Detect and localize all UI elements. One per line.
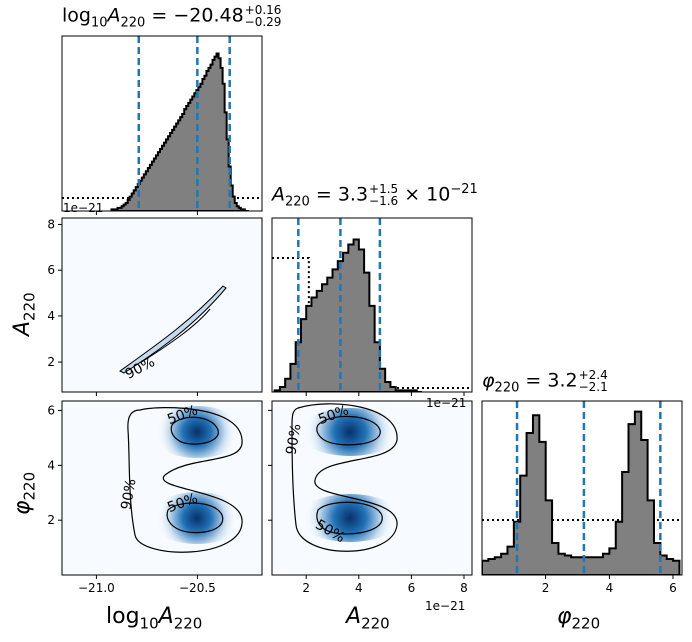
title-phi220: φ220 = 3.2 +2.4 −2.1 — [482, 369, 608, 394]
x-a220-tick-label: 2 — [302, 581, 310, 595]
x-axis-label-sub: 220 — [361, 614, 390, 633]
x-axis-label-sub: 220 — [173, 614, 203, 633]
axes-frame-c10 — [61, 217, 263, 393]
x-axis-label-log-base: 10 — [139, 614, 159, 633]
x-axis-label-symbol: A — [158, 604, 174, 629]
y-axis-label-a220: A220 — [10, 292, 38, 336]
contour-50-lower — [166, 502, 224, 534]
histogram-panel-log10A220 — [62, 36, 262, 211]
axes-frame-d0 — [61, 35, 263, 212]
title-value: 3.3 — [337, 183, 369, 206]
x-axis-label-sub: 220 — [571, 614, 601, 633]
histogram-panel-A220 — [272, 218, 472, 392]
histogram-bars — [482, 410, 681, 575]
offset-text-diag: 1e−21 — [426, 396, 467, 410]
contour-50-upper — [170, 416, 219, 445]
axes-frame-d2 — [481, 400, 683, 576]
contour-50-upper — [316, 415, 381, 446]
x-axis-label-log: log — [106, 604, 140, 629]
histogram-bars — [110, 52, 249, 211]
y-phi220-tick-label: 4 — [47, 458, 55, 472]
x-axis-label-phi220: φ220 — [557, 604, 600, 632]
title-log-base: 10 — [90, 15, 108, 31]
y-phi220-tick-label: 6 — [47, 403, 55, 417]
title-symbol: φ — [482, 369, 495, 392]
y-phi220-tick-label: 2 — [47, 513, 55, 527]
title-a220: A220 = 3.3 +1.5 −1.6 × 10−21 — [272, 183, 478, 208]
title-minus-error: −2.1 — [578, 380, 608, 394]
title-eq: = — [145, 4, 174, 27]
x-phi220-tick-label: 2 — [542, 581, 550, 595]
axes-frame-c21 — [271, 400, 473, 576]
title-symbol-sub: 220 — [120, 15, 146, 31]
title-symbol-sub: 220 — [285, 194, 310, 210]
x-axis-label-a220: A220 — [346, 604, 390, 632]
histogram-panel-phi220 — [482, 401, 682, 575]
x-axis-label-symbol: A — [346, 604, 362, 629]
title-minus-error: −0.29 — [244, 15, 282, 29]
y-a220-tick-label: 8 — [47, 217, 55, 231]
title-plus-error: +1.5 — [369, 182, 399, 196]
title-log10-a220: log10A220 = −20.48 +0.16 −0.29 — [62, 4, 281, 29]
kde-panel-log-a-vs-a: 90% — [62, 218, 262, 392]
title-value: −20.48 — [173, 4, 244, 27]
y-axis-label-sub: 220 — [20, 292, 39, 321]
title-plus-error: +0.16 — [244, 3, 282, 17]
x-phi220-tick-label: 4 — [606, 581, 614, 595]
y-axis-label-symbol: A — [10, 320, 35, 336]
title-eq: = — [309, 183, 338, 206]
x-phi220-tick-label: 6 — [669, 581, 677, 595]
title-plus-error: +2.4 — [578, 368, 608, 382]
axes-frame-d1 — [271, 217, 473, 393]
y-a220-tick-label: 6 — [47, 263, 55, 277]
contour-90 — [119, 285, 227, 374]
kde-background — [62, 218, 262, 392]
title-suffix: × 10 — [398, 183, 451, 206]
x-log10a220-tick-label: −21.0 — [78, 581, 115, 595]
y-axis-label-phi220: φ220 — [10, 472, 38, 515]
title-symbol: A — [107, 4, 121, 27]
x-axis-label-symbol: φ — [557, 604, 572, 629]
offset-text-bottom: 1e−21 — [425, 599, 466, 613]
y-axis-label-sub: 220 — [20, 471, 39, 501]
contour-label: 90% — [283, 423, 304, 456]
histogram-bars — [273, 238, 422, 392]
title-log-label: log — [62, 4, 91, 27]
kde-mode-lower — [149, 492, 245, 544]
kde-panel-a-vs-phi: 50%50%90% — [272, 401, 472, 575]
y-a220-tick-label: 2 — [47, 355, 55, 369]
title-eq: = — [519, 369, 548, 392]
kde-mode-lower — [298, 494, 402, 542]
title-minus-error: −1.6 — [369, 194, 399, 208]
y-a220-tick-label: 4 — [47, 309, 55, 323]
y-axis-label-symbol: φ — [10, 500, 35, 515]
title-suffix-exp: −21 — [450, 182, 478, 198]
x-axis-label-log10a220: log10A220 — [106, 604, 202, 632]
contour-50-lower — [316, 501, 383, 535]
kde-mode-upper — [149, 406, 245, 458]
kde-panel-log-a-vs-phi: 50%50%90% — [62, 401, 262, 575]
title-symbol: A — [272, 183, 285, 206]
x-log10a220-tick-label: −20.5 — [179, 581, 216, 595]
x-a220-tick-label: 6 — [408, 581, 416, 595]
title-symbol-sub: 220 — [494, 380, 520, 396]
x-a220-tick-label: 4 — [355, 581, 363, 595]
kde-mode-upper — [298, 408, 402, 456]
contour-50 — [139, 308, 211, 364]
offset-text-top: 1e−21 — [63, 201, 104, 215]
contour-90 — [291, 403, 398, 552]
contour-label: 90% — [118, 478, 139, 511]
x-a220-tick-label: 8 — [460, 581, 468, 595]
contour-90 — [127, 407, 243, 553]
axes-frame-c20 — [61, 400, 263, 576]
title-value: 3.2 — [547, 369, 578, 392]
